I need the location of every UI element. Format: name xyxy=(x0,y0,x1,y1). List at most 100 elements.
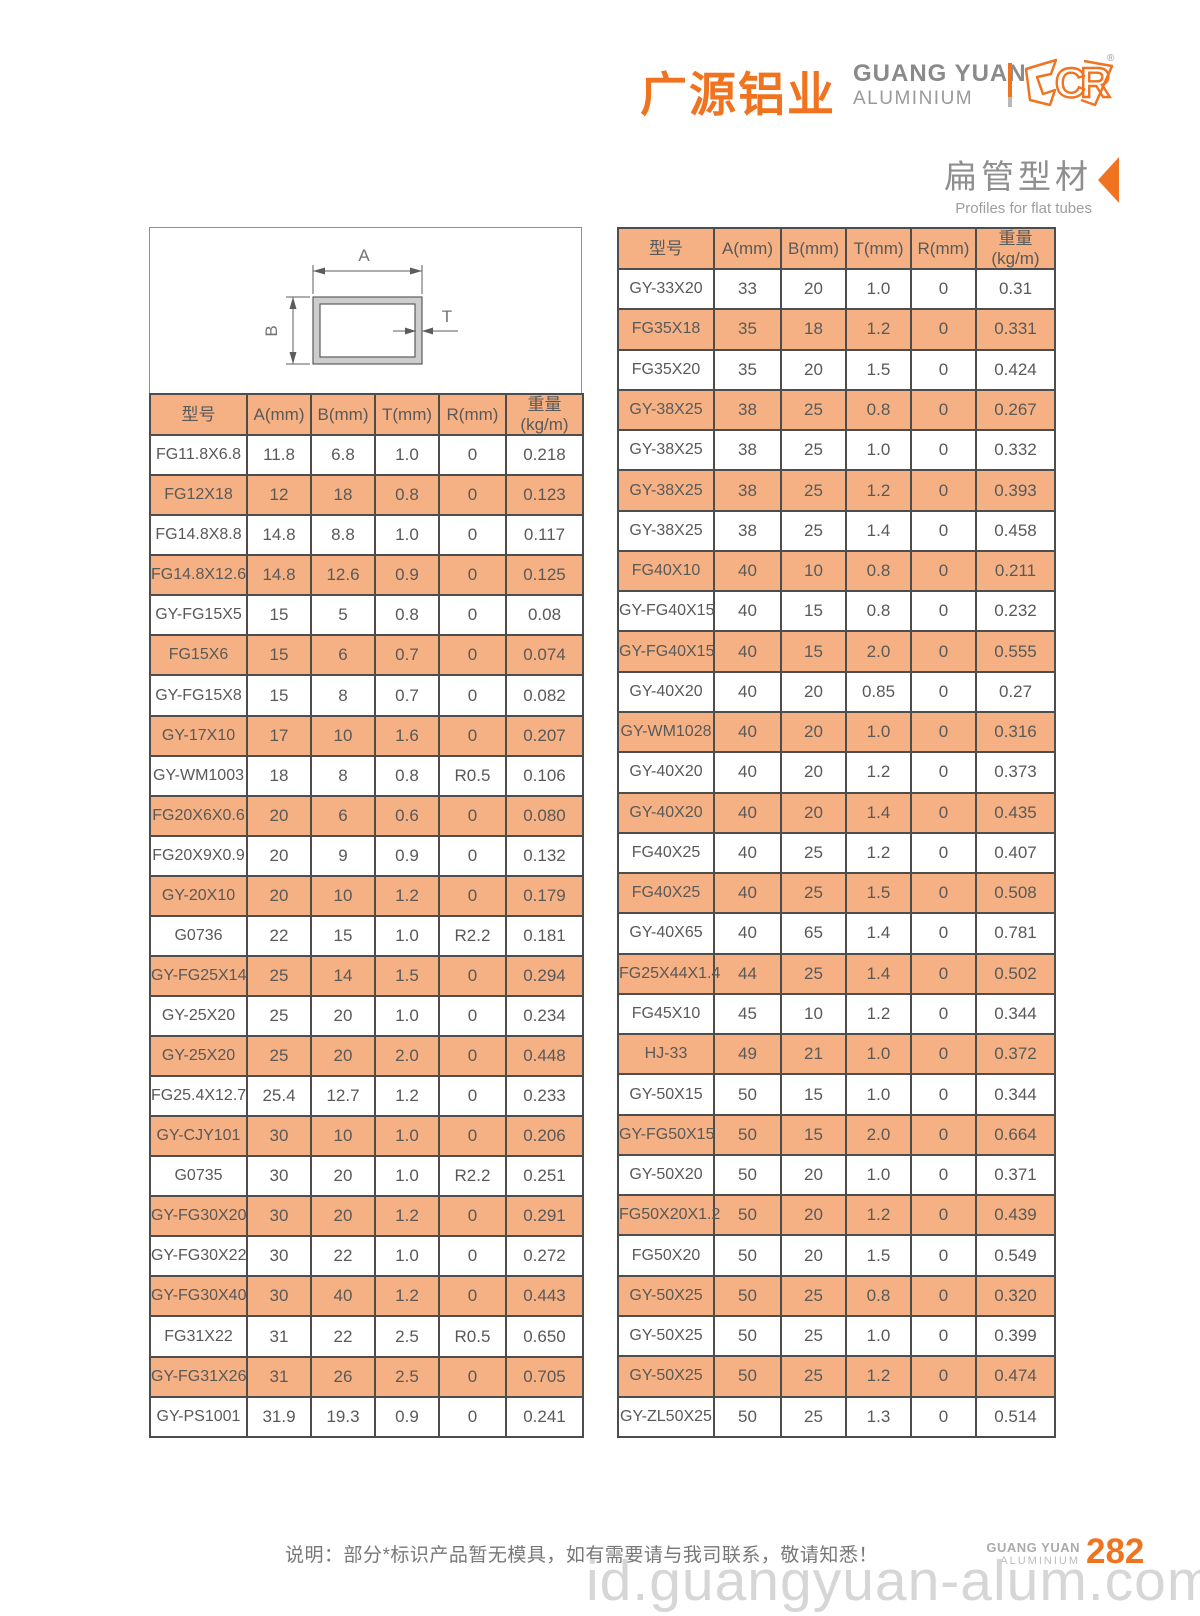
r-cell: R0.5 xyxy=(438,1315,507,1358)
r-cell: 0 xyxy=(438,714,507,757)
model-cell: GY-PS1001 xyxy=(149,1395,248,1439)
b-cell: 25 xyxy=(780,469,847,512)
weight-cell: 0.206 xyxy=(505,1115,584,1158)
table-row: FG14.8X8.8 14.8 8.8 1.0 0 0.117 xyxy=(149,514,584,557)
table-row: GY-FG31X26 31 26 2.5 0 0.705 xyxy=(149,1355,584,1398)
b-cell: 20 xyxy=(780,1153,847,1197)
weight-cell: 0.291 xyxy=(505,1195,584,1238)
a-cell: 30 xyxy=(246,1195,312,1238)
a-cell: 30 xyxy=(246,1275,312,1318)
model-cell: GY-40X20 xyxy=(617,751,715,794)
model-cell: GY-FG40X15 xyxy=(617,630,715,673)
weight-cell: 0.241 xyxy=(505,1395,584,1439)
b-cell: 20 xyxy=(780,1234,847,1277)
tube-cross-section-diagram: A B T xyxy=(149,227,582,393)
weight-cell: 0.508 xyxy=(975,872,1056,915)
weight-cell: 0.664 xyxy=(975,1113,1056,1156)
t-cell: 1.0 xyxy=(374,1235,440,1278)
weight-cell: 0.650 xyxy=(505,1315,584,1358)
weight-cell: 0.232 xyxy=(975,590,1056,633)
b-cell: 25 xyxy=(780,509,847,552)
a-cell: 30 xyxy=(246,1115,312,1158)
model-cell: GY-50X20 xyxy=(617,1153,715,1197)
b-cell: 18 xyxy=(310,474,376,517)
a-cell: 50 xyxy=(713,1234,782,1277)
a-cell: 38 xyxy=(713,388,782,432)
t-cell: 0.8 xyxy=(845,549,912,593)
r-cell: 0 xyxy=(910,1355,977,1398)
column-header: 重量 (kg/m) xyxy=(975,226,1056,271)
brand-logo-chinese: 广源铝业 xyxy=(640,68,836,121)
a-cell: 35 xyxy=(713,308,782,351)
model-cell: G0735 xyxy=(149,1155,248,1198)
table-row: FG12X18 12 18 0.8 0 0.123 xyxy=(149,474,584,517)
t-cell: 0.7 xyxy=(374,634,440,677)
model-cell: GY-33X20 xyxy=(617,268,715,311)
t-cell: 0.6 xyxy=(374,794,440,837)
column-header: 重量 (kg/m) xyxy=(505,392,584,437)
footer-brand: GUANG YUAN ALUMINIUM xyxy=(950,1541,1080,1567)
b-cell: 20 xyxy=(780,348,847,391)
a-cell: 35 xyxy=(713,348,782,391)
b-cell: 25 xyxy=(780,1314,847,1358)
a-cell: 38 xyxy=(713,469,782,512)
a-cell: 31 xyxy=(246,1355,312,1398)
section-title-cn: 扁管型材 xyxy=(944,158,1092,195)
r-cell: 0 xyxy=(910,268,977,311)
table-row: FG20X6X0.6 20 6 0.6 0 0.080 xyxy=(149,794,584,837)
table-row: GY-40X20 40 20 1.4 0 0.435 xyxy=(617,791,1056,834)
r-cell: 0 xyxy=(910,1113,977,1156)
table-row: GY-38X25 38 25 1.0 0 0.332 xyxy=(617,429,1056,472)
model-cell: GY-FG31X26 xyxy=(149,1355,248,1398)
table-row: GY-17X10 17 10 1.6 0 0.207 xyxy=(149,714,584,757)
table-row: GY-CJY101 30 10 1.0 0 0.206 xyxy=(149,1115,584,1158)
a-cell: 17 xyxy=(246,714,312,757)
r-cell: 0 xyxy=(910,1234,977,1277)
table-row: GY-FG40X15 40 15 2.0 0 0.555 xyxy=(617,630,1056,673)
weight-cell: 0.344 xyxy=(975,992,1056,1036)
profiles-table-left-wrap: 型号 A(mm) B(mm) T(mm) R(mm) 重量 (kg/m) FG11.8X6.… xyxy=(149,392,584,1439)
r-cell: 0 xyxy=(910,509,977,552)
model-cell: GY-FG30X22 xyxy=(149,1235,248,1278)
model-cell: GY-40X20 xyxy=(617,670,715,714)
t-cell: 1.3 xyxy=(845,1395,912,1439)
brand-logo-english: GUANG YUAN ALUMINIUM xyxy=(853,62,1027,109)
weight-cell: 0.272 xyxy=(505,1235,584,1278)
table-row: GY-FG30X40 30 40 1.2 0 0.443 xyxy=(149,1275,584,1318)
weight-cell: 0.234 xyxy=(505,994,584,1038)
footer-brand-industry: ALUMINIUM xyxy=(1000,1555,1080,1567)
b-cell: 15 xyxy=(780,590,847,633)
b-cell: 18 xyxy=(780,308,847,351)
table-row: FG20X9X0.9 20 9 0.9 0 0.132 xyxy=(149,834,584,877)
model-cell: FG50X20X1.2 xyxy=(617,1194,720,1237)
footer-note: 说明：部分*标识产品暂无模具，如有需要请与我司联系，敬请知悉！ xyxy=(285,1545,878,1566)
table-row: FG14.8X12.6 14.8 12.6 0.9 0 0.125 xyxy=(149,554,584,597)
a-cell: 50 xyxy=(713,1314,782,1358)
dim-label-b: B xyxy=(262,325,281,336)
b-cell: 9 xyxy=(310,834,376,877)
a-cell: 30 xyxy=(246,1235,312,1278)
r-cell: 0 xyxy=(438,1115,507,1158)
weight-cell: 0.251 xyxy=(505,1155,584,1198)
weight-cell: 0.117 xyxy=(505,514,584,557)
b-cell: 6.8 xyxy=(310,434,376,477)
profiles-table-right: 型号 A(mm) B(mm) T(mm) R(mm) 重量 (kg/m) GY-33X20 3… xyxy=(617,226,1056,1439)
a-cell: 15 xyxy=(246,594,312,637)
table-row: FG35X18 35 18 1.2 0 0.331 xyxy=(617,308,1056,351)
r-cell: 0 xyxy=(910,872,977,915)
t-cell: 0.8 xyxy=(374,474,440,517)
b-cell: 20 xyxy=(310,1035,376,1078)
footer-brand-name: GUANG YUAN xyxy=(986,1540,1080,1555)
r-cell: R2.2 xyxy=(438,1155,507,1198)
weight-cell: 0.332 xyxy=(975,429,1056,472)
b-cell: 10 xyxy=(310,874,376,917)
a-cell: 14.8 xyxy=(246,554,312,597)
model-cell: GY-FG50X15 xyxy=(617,1113,715,1156)
a-cell: 45 xyxy=(713,992,782,1036)
a-cell: 25 xyxy=(246,954,312,997)
r-cell: 0 xyxy=(910,1073,977,1116)
t-cell: 1.5 xyxy=(845,348,912,391)
a-cell: 50 xyxy=(713,1355,782,1398)
a-cell: 50 xyxy=(713,1274,782,1318)
